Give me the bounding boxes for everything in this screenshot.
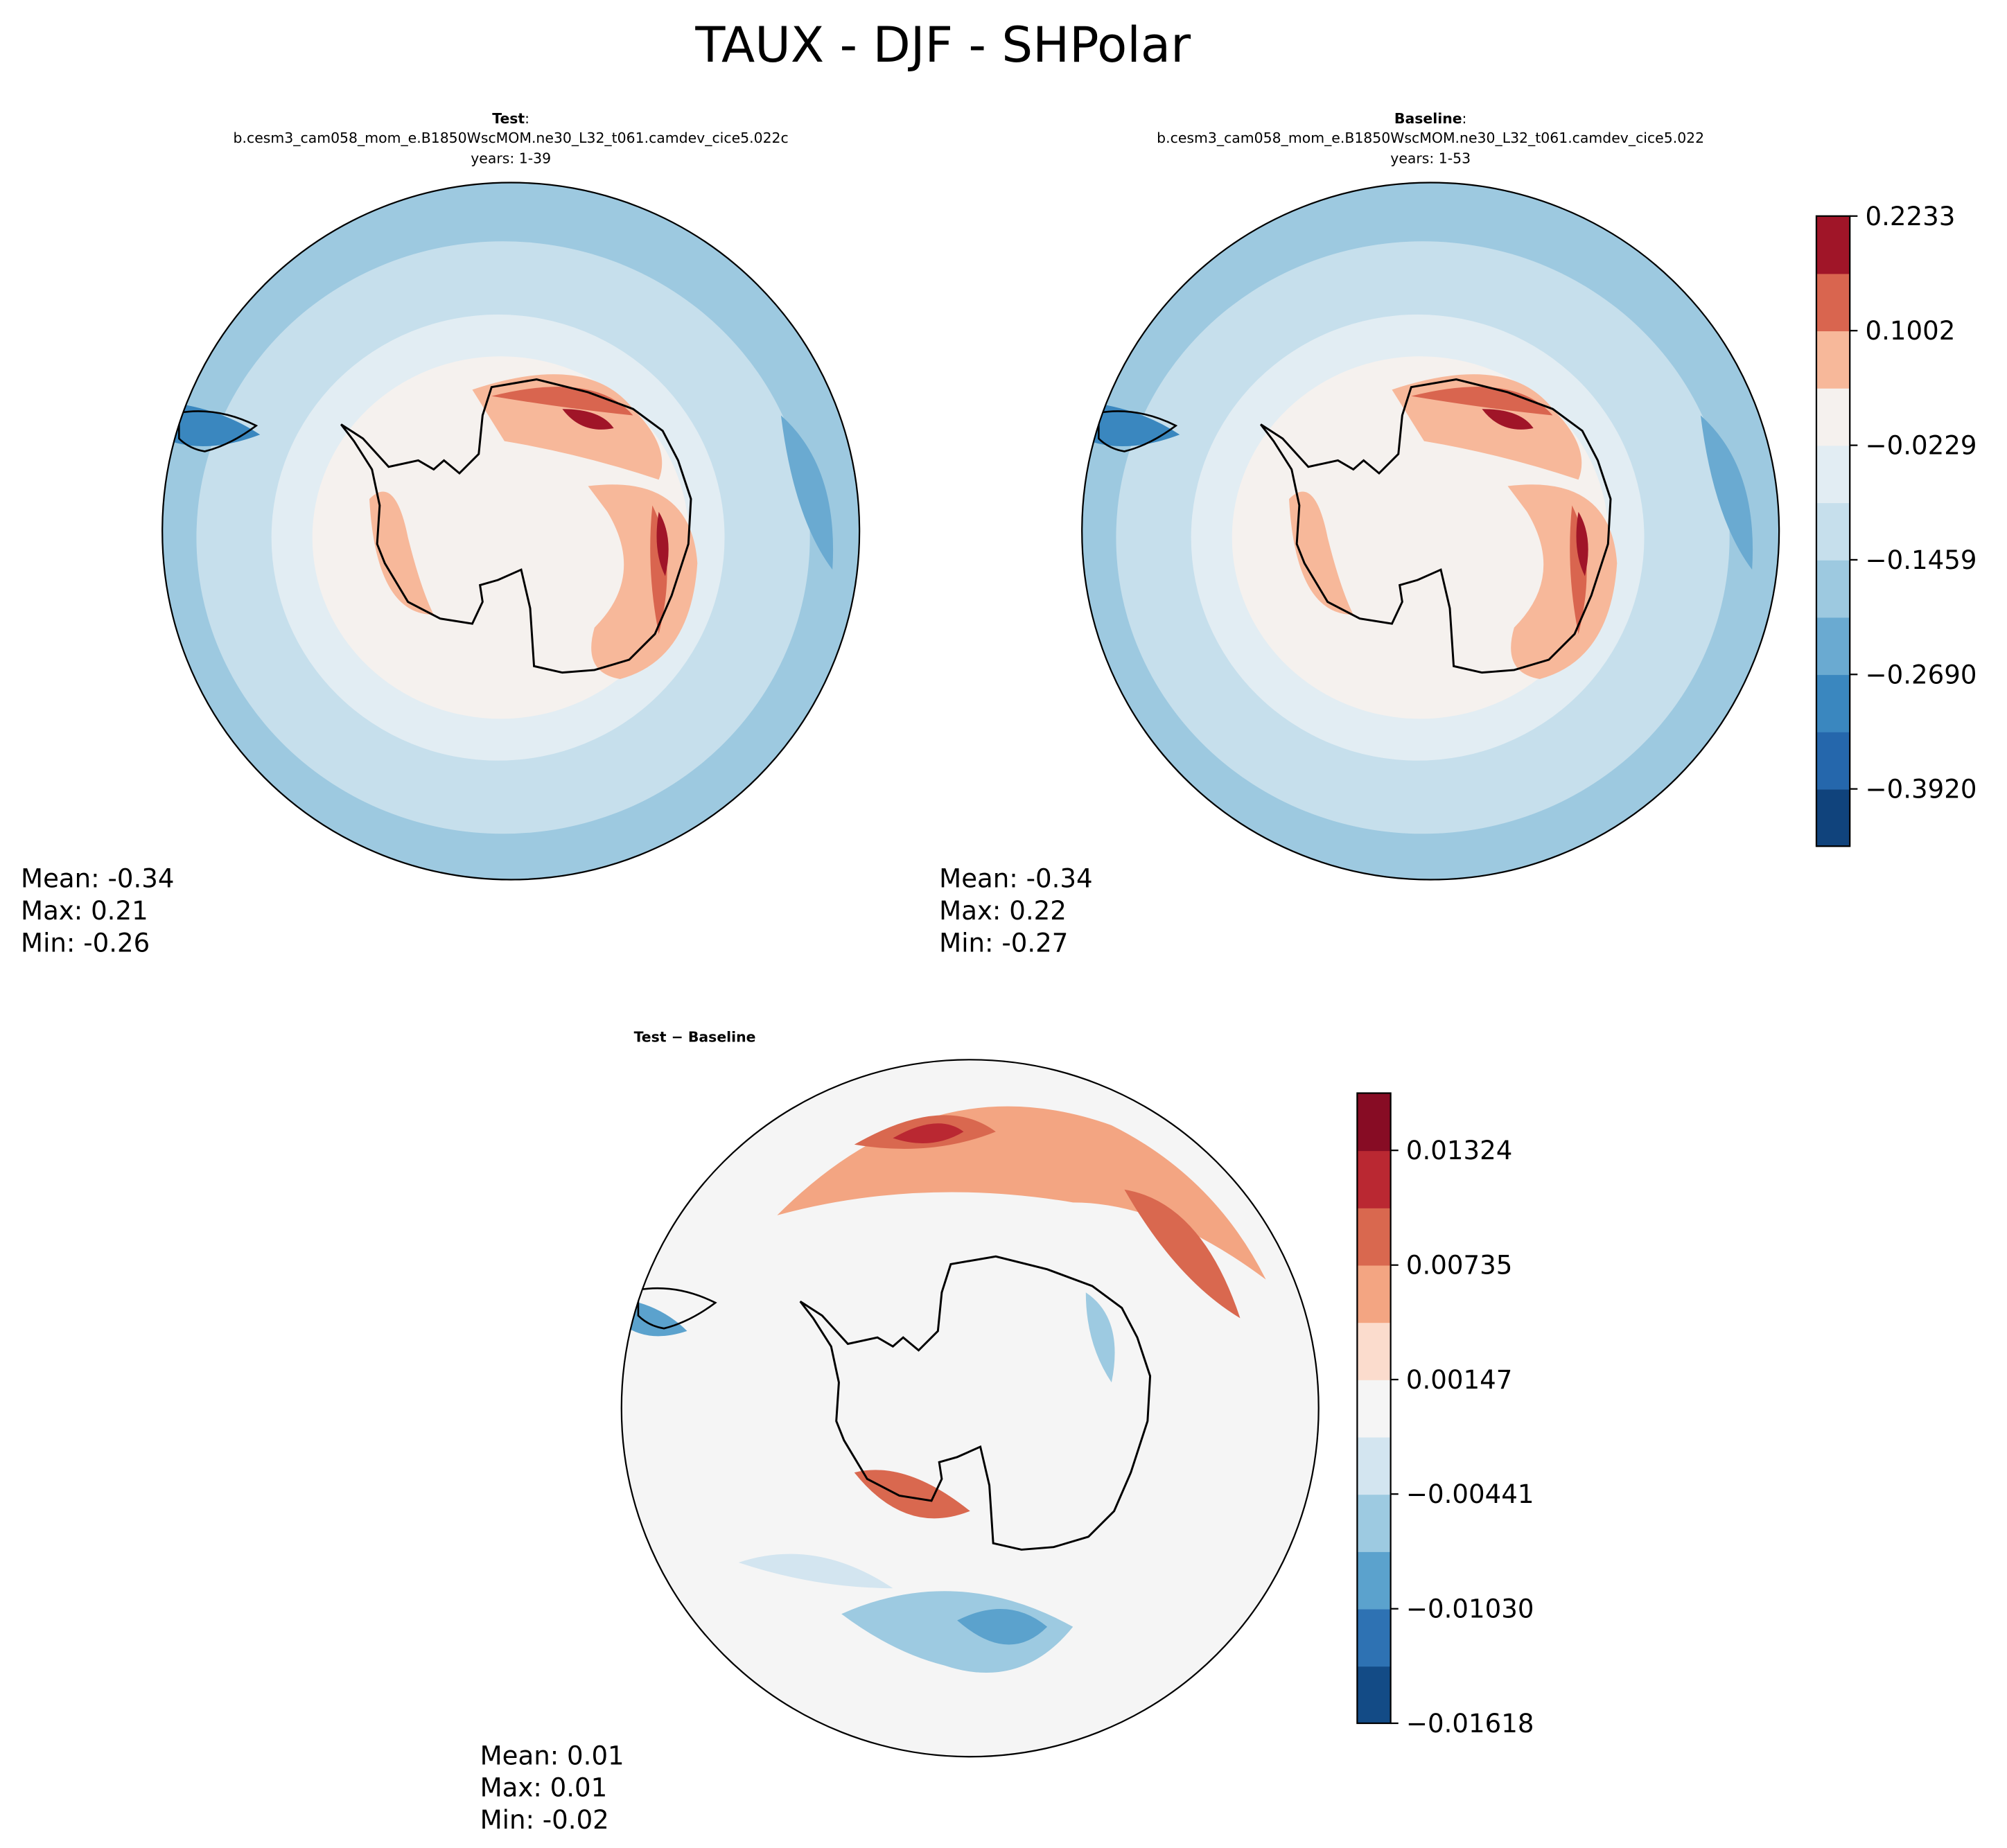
figure-title: TAUX - DJF - SHPolar <box>694 17 1191 73</box>
field <box>170 402 261 447</box>
field <box>1507 484 1618 679</box>
colorbar-tick-label: −0.3920 <box>1865 775 1977 804</box>
colorbar-band <box>1357 1322 1391 1380</box>
field <box>1411 387 1553 416</box>
field <box>1289 491 1353 615</box>
colorbar-band <box>1816 331 1850 389</box>
colorbar-tick-label: −0.01030 <box>1406 1594 1534 1624</box>
colorbar-frame <box>1815 215 1851 847</box>
field <box>1124 1189 1241 1319</box>
coastline <box>1098 410 1178 452</box>
colorbar-tick-label: −0.00441 <box>1406 1479 1534 1509</box>
colorbar-band <box>1816 789 1850 847</box>
stat: Min: -0.02 <box>480 1805 609 1835</box>
colorbar-tick-label: 0.01324 <box>1406 1136 1512 1165</box>
field <box>491 387 633 416</box>
field <box>588 484 698 679</box>
coastline <box>1260 378 1612 674</box>
colorbar-band <box>1816 731 1850 790</box>
field <box>777 1106 1266 1280</box>
stat: Max: 0.22 <box>939 896 1067 926</box>
colorbar-band <box>1357 1265 1391 1323</box>
colorbar-frame <box>1356 1092 1392 1725</box>
field <box>738 1554 893 1589</box>
colorbar-tick-label: 0.00147 <box>1406 1365 1512 1395</box>
colorbar-band <box>1357 1494 1391 1552</box>
panel-title: Test: <box>492 110 529 127</box>
map <box>162 182 860 880</box>
field <box>780 415 834 570</box>
field <box>656 511 669 577</box>
stat: Max: 0.21 <box>21 896 148 926</box>
colorbar-tick-label: −0.2690 <box>1865 660 1977 689</box>
colorbar-band <box>1816 215 1850 274</box>
colorbar-band <box>1357 1608 1391 1667</box>
colorbar-tick-label: 0.00735 <box>1406 1251 1512 1281</box>
colorbar-band <box>1357 1551 1391 1610</box>
map-border <box>1081 182 1780 881</box>
field <box>1482 409 1534 430</box>
field <box>1089 402 1180 447</box>
map <box>1082 182 1780 880</box>
colorbar-band <box>1816 273 1850 332</box>
panel-title: Baseline: <box>1394 110 1467 127</box>
stat: Mean: -0.34 <box>939 864 1092 894</box>
stat: Mean: 0.01 <box>480 1741 624 1770</box>
stat: Mean: -0.34 <box>21 864 174 894</box>
field <box>369 491 434 615</box>
colorbar-band <box>1816 502 1850 561</box>
colorbar-band <box>1816 617 1850 676</box>
stat: Min: -0.27 <box>939 928 1068 958</box>
field <box>893 1123 964 1143</box>
panel-label-suffix: : <box>1462 110 1467 127</box>
colorbar-band <box>1357 1093 1391 1152</box>
colorbar-band <box>1816 674 1850 732</box>
colorbar-tick-label: −0.01618 <box>1406 1709 1534 1739</box>
coastline <box>799 1255 1152 1551</box>
coastline <box>637 1287 717 1330</box>
field <box>1700 415 1753 570</box>
stat: Max: 0.01 <box>480 1773 608 1803</box>
colorbar-band <box>1816 445 1850 504</box>
map-border <box>620 1059 1320 1758</box>
panel-label: Baseline <box>1394 110 1462 127</box>
panel-label: Test − Baseline <box>634 1028 756 1045</box>
stat: Min: -0.26 <box>21 928 150 958</box>
colorbar-tick-label: 0.2233 <box>1865 202 1955 231</box>
colorbar-tick-label: −0.1459 <box>1865 545 1977 575</box>
colorbar-tick-label: 0.1002 <box>1865 316 1955 346</box>
coastline <box>178 410 258 452</box>
panel-label: Test <box>492 110 525 127</box>
field <box>854 1470 970 1519</box>
panel-subtitle: b.cesm3_cam058_mom_e.B1850WscMOM.ne30_L3… <box>1157 130 1704 146</box>
map-border <box>161 182 861 881</box>
panel-title: Test − Baseline <box>634 1028 756 1045</box>
panel-years: years: 1-53 <box>1390 150 1471 167</box>
panel-years: years: 1-39 <box>471 150 551 167</box>
field <box>1576 511 1588 577</box>
colorbar-band <box>1357 1379 1391 1438</box>
colorbar-band <box>1357 1207 1391 1266</box>
coastline <box>340 378 692 674</box>
panel-subtitle: b.cesm3_cam058_mom_e.B1850WscMOM.ne30_L3… <box>234 130 789 146</box>
colorbar-band <box>1357 1150 1391 1208</box>
field <box>957 1608 1048 1645</box>
colorbar-band <box>1357 1436 1391 1495</box>
field <box>621 1059 1319 1757</box>
colorbar-band <box>1357 1666 1391 1724</box>
colorbar-band <box>1816 387 1850 446</box>
panel-label-suffix: : <box>525 110 529 127</box>
field <box>1085 1292 1115 1383</box>
colorbar-band <box>1816 559 1850 618</box>
map <box>621 1059 1319 1757</box>
field <box>562 409 614 430</box>
colorbar-tick-label: −0.0229 <box>1865 431 1977 461</box>
